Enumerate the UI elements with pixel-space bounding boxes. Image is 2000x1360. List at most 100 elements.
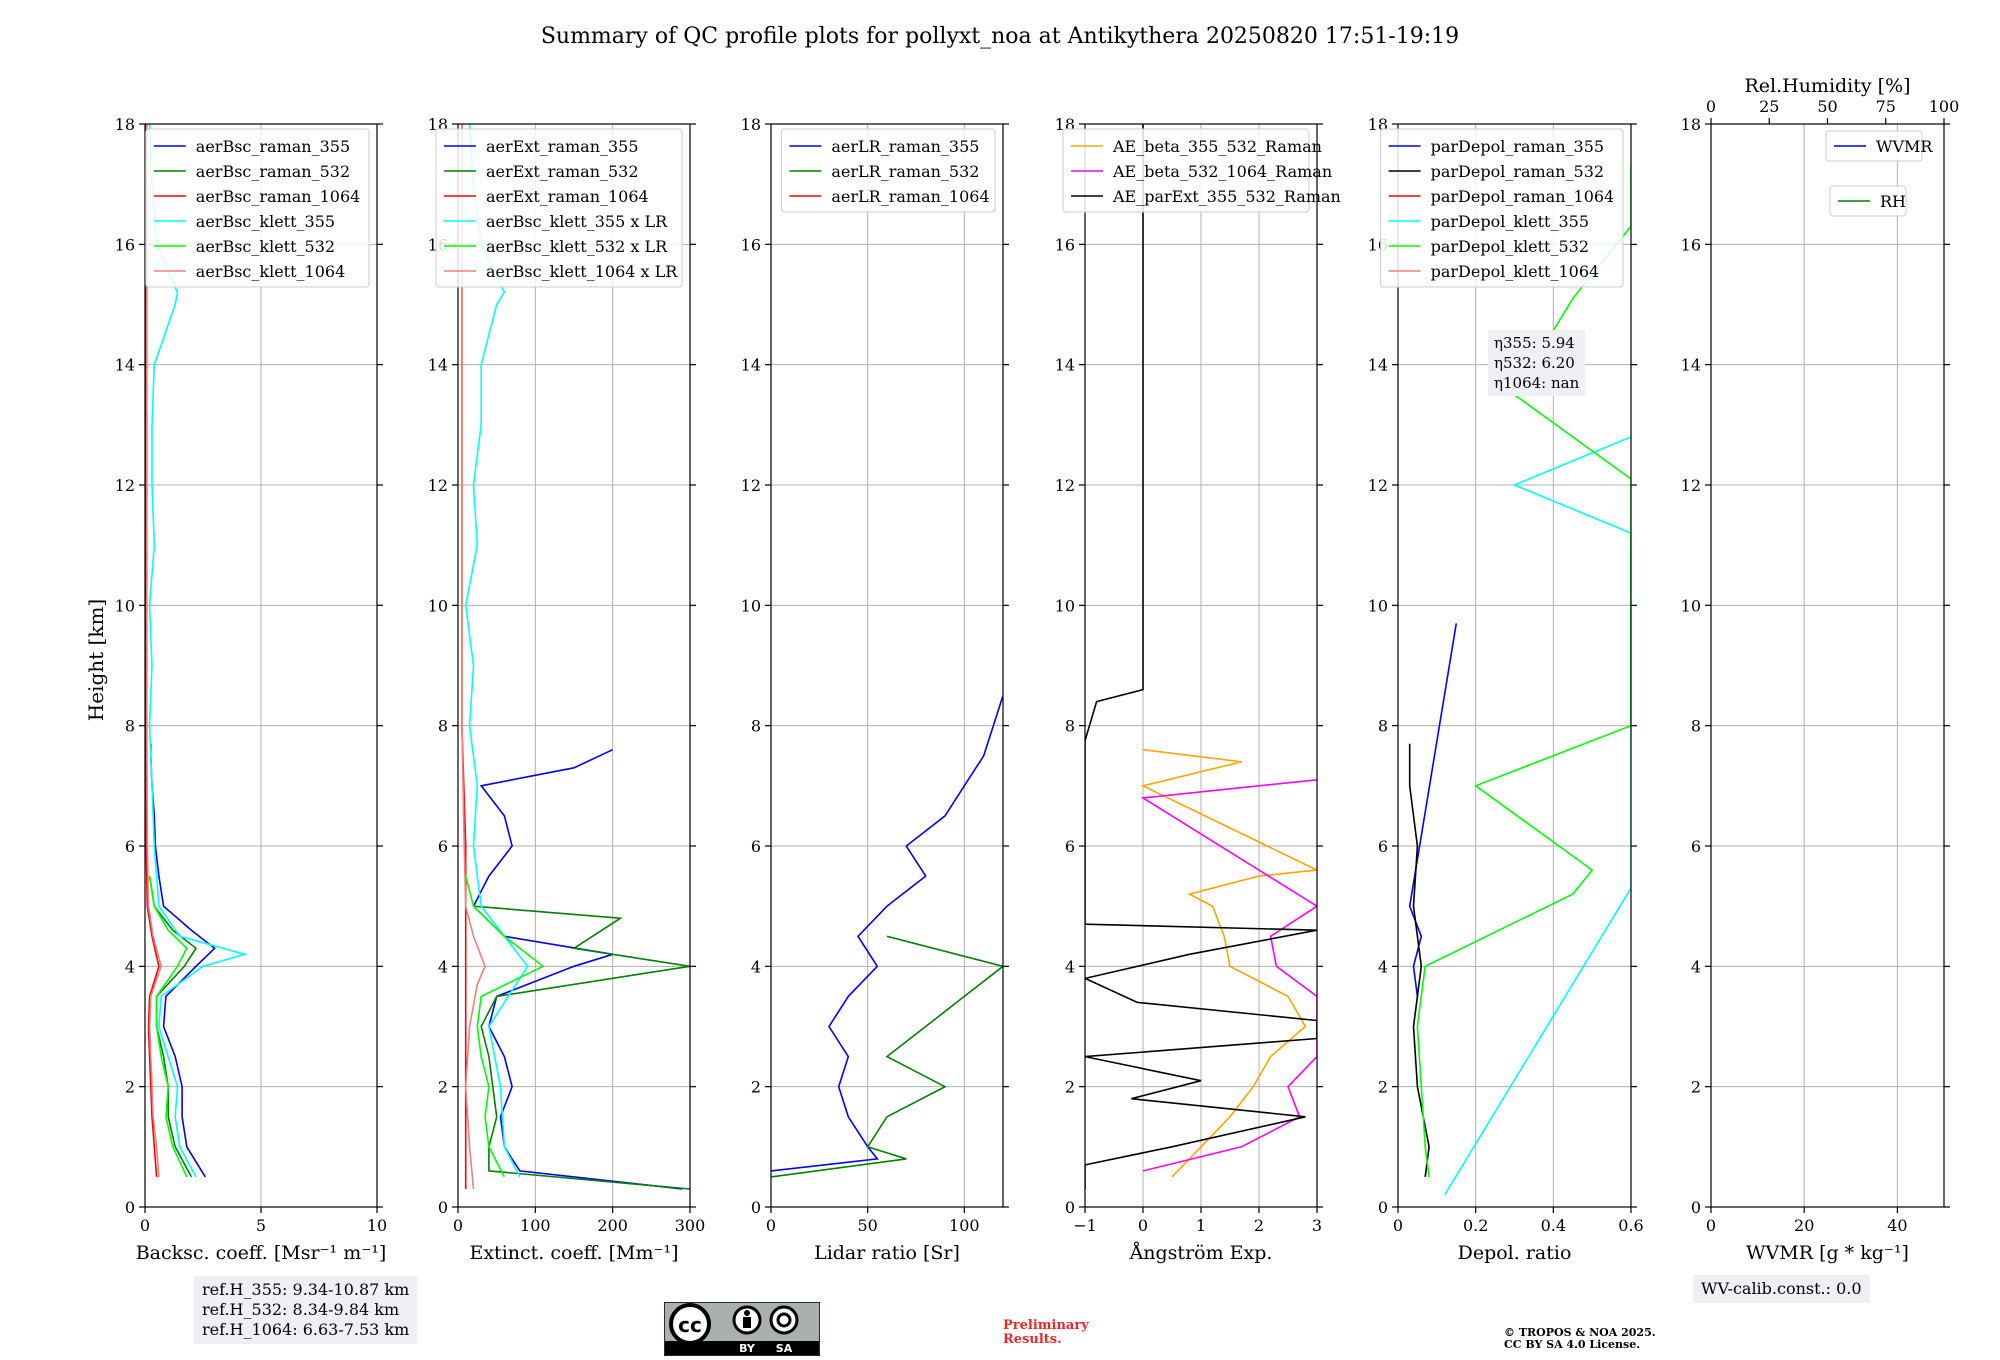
y-tick-label: 10 [1681, 596, 1701, 615]
legend-RH: RH [1829, 185, 1907, 217]
ref-height-532: ref.H_532: 8.34-9.84 km [202, 1300, 400, 1319]
legend: aerExt_raman_355 aerExt_raman_532 aerExt_r… [435, 128, 683, 288]
y-tick-label: 0 [438, 1198, 448, 1217]
legend-label: RH [1880, 192, 1906, 211]
eta-532: η532: 6.20 [1494, 354, 1575, 372]
legend-label: parDepol_raman_1064 [1431, 187, 1615, 206]
y-tick-label: 2 [751, 1078, 761, 1097]
eta-1064: η1064: nan [1494, 374, 1580, 392]
legend: parDepol_raman_355 parDepol_raman_532 parD… [1380, 128, 1624, 288]
eta-355: η355: 5.94 [1494, 334, 1575, 352]
y-tick-label: 8 [125, 717, 135, 736]
y-tick-label: 4 [1691, 957, 1701, 976]
chart-panel-2: 0246810121416180100200300Extinct. coeff.… [428, 115, 706, 1264]
x-tick-label: 20 [1794, 1216, 1814, 1235]
axes-frame [457, 123, 691, 1208]
legend-label: aerBsc_klett_355 [196, 212, 335, 231]
series-line-aerExt_raman_355 [472, 748, 683, 1190]
y-tick-label: 16 [1055, 235, 1075, 254]
x-tick-label: 0 [766, 1216, 776, 1235]
y-tick-label: 18 [115, 115, 135, 134]
legend-label: aerBsc_klett_355 x LR [486, 212, 668, 231]
x-tick-label: 0 [1393, 1216, 1403, 1235]
legend-box [435, 128, 683, 288]
chart-panel-3: 0 2 4 6 8 10 12 14 16 18 0 50 100 Lidar ratio [Sr] aer… [741, 115, 1009, 1264]
y-tick-label: 10 [1368, 596, 1388, 615]
y-tick-label: 0 [125, 1198, 135, 1217]
series-line-parDepol_raman_355 [1408, 623, 1458, 997]
x-tick-label: 1 [1196, 1216, 1206, 1235]
y-tick-label: 6 [1378, 837, 1388, 856]
wv-calib-box: WV-calib.const.: 0.0 [1693, 1275, 1870, 1303]
y-tick-label: 6 [125, 837, 135, 856]
y-tick-label: 4 [125, 957, 135, 976]
x-axis-label: WVMR [g * kg⁻¹] [1746, 1242, 1909, 1264]
y-tick-label: 8 [1065, 717, 1075, 736]
x-tick-label: 0 [453, 1216, 463, 1235]
x-tick-label: 300 [675, 1216, 706, 1235]
y-tick-label: 16 [115, 235, 135, 254]
reference-height-box: ref.H_355: 9.34-10.87 km ref.H_532: 8.34… [194, 1276, 418, 1344]
x-tick-label: 100 [949, 1216, 980, 1235]
series-line-parDepol_klett_532 [1416, 166, 1631, 1178]
y-tick-label: 10 [115, 596, 135, 615]
y-tick-label: 6 [1065, 837, 1075, 856]
y-tick-label: 2 [438, 1078, 448, 1097]
cc-logo-text: cc [678, 1313, 702, 1337]
y-tick-label: 0 [1691, 1198, 1701, 1217]
axes-frame [1397, 123, 1632, 1208]
legend: aerLR_raman_355 aerLR_raman_532 aerLR_rama… [780, 128, 996, 213]
y-axis-label: Height [km] [84, 599, 108, 721]
x-tick-label: 3 [1312, 1216, 1322, 1235]
y-tick-label: 12 [1055, 476, 1075, 495]
axes-frame [770, 123, 1004, 1208]
legend-label: aerLR_raman_355 [831, 137, 979, 156]
legend-box [1062, 128, 1310, 213]
legend-label: aerBsc_klett_532 [196, 237, 335, 256]
x-axis-label: Backsc. coeff. [Msr⁻¹ m⁻¹] [136, 1242, 387, 1264]
series-group [1408, 166, 1631, 1196]
y-tick-label: 14 [741, 356, 761, 375]
series-line-aerBsc_klett_1064 [146, 124, 163, 1177]
y-tick-label: 14 [115, 356, 135, 375]
legend: AE_beta_355_532_Raman AE_beta_532_1064_Ra… [1062, 128, 1341, 213]
y-tick-label: 10 [1055, 596, 1075, 615]
y-tick-label: 6 [438, 837, 448, 856]
y-tick-label: 12 [115, 476, 135, 495]
eta-box: η355: 5.94 η532: 6.20 η1064: nan [1488, 330, 1586, 396]
chart-panel-6: 0 2 4 6 8 10 12 14 16 18 0 20 40 WVMR [g * kg⁻¹] 0 25 50… [1681, 75, 1960, 1264]
y-tick-label: 8 [438, 717, 448, 736]
legend-box [1825, 130, 1923, 162]
x-tick-label: 0 [140, 1216, 150, 1235]
series-group [461, 124, 690, 1190]
series-line-aerBsc_klett_532 [148, 875, 188, 1178]
legend-label: aerLR_raman_532 [831, 162, 979, 181]
y-tick-label: 0 [1378, 1198, 1388, 1217]
y-tick-label: 12 [741, 476, 761, 495]
y-tick-label: 14 [1055, 356, 1075, 375]
legend-label: aerLR_raman_1064 [831, 187, 989, 206]
legend-label: parDepol_raman_355 [1431, 137, 1604, 156]
axes-frame [1710, 123, 1945, 1208]
legend-label: WVMR [1876, 137, 1933, 156]
x-tick-label: 10 [367, 1216, 387, 1235]
chart-panel-1: 0 2 4 6 8 10 12 14 16 18 0 5 10 Backsc. coeff. [Msr⁻¹… [115, 115, 388, 1264]
y-tick-label: 6 [1691, 837, 1701, 856]
series-group [771, 695, 1003, 1178]
top-x-tick-label: 75 [1876, 97, 1896, 116]
legend-label: AE_parExt_355_532_Raman [1112, 187, 1341, 206]
series-line-aerLR_raman_532 [771, 935, 1003, 1178]
x-axis-label: Depol. ratio [1458, 1242, 1572, 1264]
series-line-aerExt_raman_532 [473, 905, 690, 1190]
x-tick-label: 200 [597, 1216, 628, 1235]
cc-by-sa-license-badge: cc BY SA [664, 1302, 820, 1356]
legend: aerBsc_raman_355 aerBsc_raman_532 aerBsc_r… [145, 128, 370, 288]
legend-label: parDepol_raman_532 [1431, 162, 1604, 181]
series-line-AE_beta_355_532_Raman [1140, 748, 1317, 1178]
top-x-axis-label: Rel.Humidity [%] [1744, 75, 1910, 97]
legend-label: aerExt_raman_532 [486, 162, 639, 181]
series-group [1085, 124, 1317, 1189]
legend-label: aerBsc_klett_532 x LR [486, 237, 668, 256]
